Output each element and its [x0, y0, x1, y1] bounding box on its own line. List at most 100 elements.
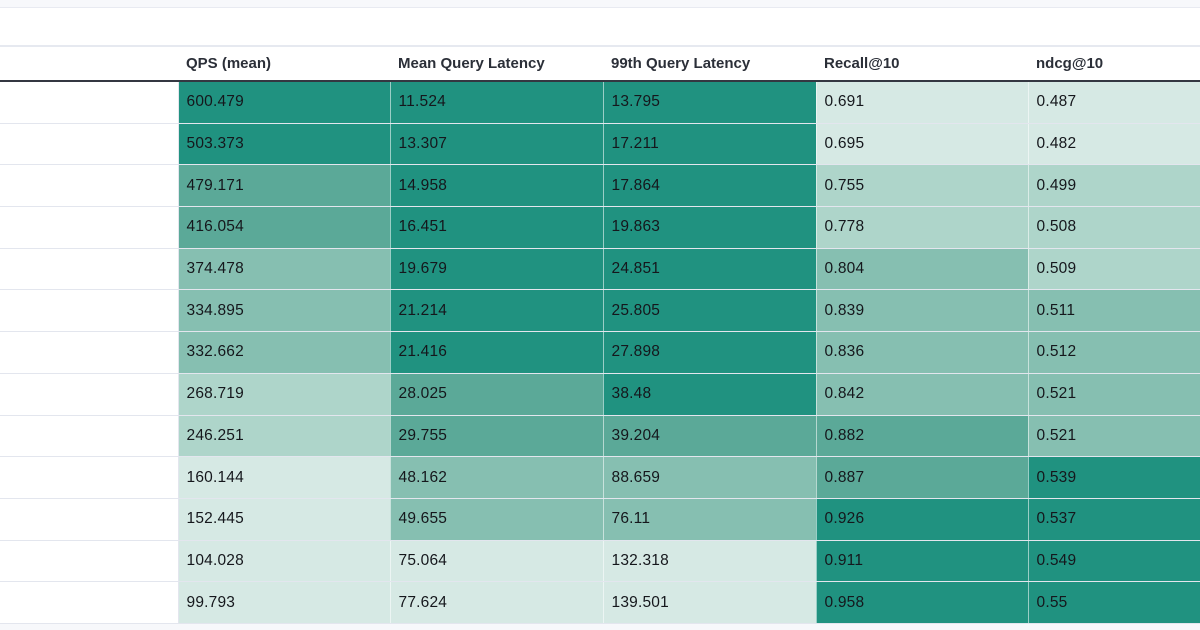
recall-cell: 0.691: [816, 81, 1029, 124]
column-header-99th-query-latency[interactable]: 99th Query Latency: [603, 47, 816, 82]
ndcg-cell: 0.499: [1028, 164, 1200, 208]
mean-latency-cell: 21.416: [390, 331, 604, 374]
column-header-recall-at-10[interactable]: Recall@10: [816, 47, 1028, 82]
qps-mean-cell: 246.251: [178, 415, 391, 458]
column-header-qps-mean[interactable]: QPS (mean): [178, 47, 390, 82]
table-row: 104.028 75.064 132.318 0.911 0.549: [0, 540, 1200, 583]
ndcg-cell: 0.482: [1028, 123, 1200, 166]
ndcg-cell: 0.521: [1028, 415, 1200, 458]
qps-mean-cell: 374.478: [178, 248, 391, 291]
table-row: 416.054 16.451 19.863 0.778 0.508: [0, 206, 1200, 249]
mean-latency-cell: 11.524: [390, 81, 604, 124]
qps-mean-cell: 268.719: [178, 373, 391, 416]
ndcg-cell: 0.539: [1028, 456, 1200, 499]
recall-cell: 0.882: [816, 415, 1029, 458]
recall-cell: 0.755: [816, 164, 1029, 208]
ndcg-cell: 0.521: [1028, 373, 1200, 416]
row-label-cell: [0, 331, 179, 374]
qps-mean-cell: 152.445: [178, 498, 391, 541]
row-label-cell: [0, 581, 179, 624]
p99-latency-cell: 17.211: [603, 123, 817, 166]
p99-latency-cell: 38.48: [603, 373, 817, 416]
row-label-cell: [0, 206, 179, 249]
row-label-cell: [0, 81, 179, 124]
recall-cell: 0.958: [816, 581, 1029, 624]
p99-latency-cell: 27.898: [603, 331, 817, 374]
recall-cell: 0.839: [816, 289, 1029, 333]
p99-latency-cell: 39.204: [603, 415, 817, 458]
table-row: 160.144 48.162 88.659 0.887 0.539: [0, 456, 1200, 499]
mean-latency-cell: 77.624: [390, 581, 604, 624]
qps-mean-cell: 160.144: [178, 456, 391, 499]
p99-latency-cell: 88.659: [603, 456, 817, 499]
mean-latency-cell: 13.307: [390, 123, 604, 166]
ndcg-cell: 0.549: [1028, 540, 1200, 583]
benchmark-heatmap-table: QPS (mean) Mean Query Latency 99th Query…: [0, 47, 1200, 624]
table-row: 99.793 77.624 139.501 0.958 0.55: [0, 581, 1200, 624]
column-header-name[interactable]: [0, 47, 178, 82]
mean-latency-cell: 49.655: [390, 498, 604, 541]
table-row: 334.895 21.214 25.805 0.839 0.511: [0, 289, 1200, 333]
ndcg-cell: 0.511: [1028, 289, 1200, 333]
recall-cell: 0.887: [816, 456, 1029, 499]
qps-mean-cell: 332.662: [178, 331, 391, 374]
row-label-cell: [0, 456, 179, 499]
qps-mean-cell: 104.028: [178, 540, 391, 583]
mean-latency-cell: 28.025: [390, 373, 604, 416]
row-label-cell: [0, 289, 179, 333]
qps-mean-cell: 503.373: [178, 123, 391, 166]
row-label-cell: [0, 248, 179, 291]
ndcg-cell: 0.512: [1028, 331, 1200, 374]
p99-latency-cell: 25.805: [603, 289, 817, 333]
mean-latency-cell: 48.162: [390, 456, 604, 499]
qps-mean-cell: 479.171: [178, 164, 391, 208]
column-header-mean-query-latency[interactable]: Mean Query Latency: [390, 47, 603, 82]
row-label-cell: [0, 164, 179, 208]
table-row: 152.445 49.655 76.11 0.926 0.537: [0, 498, 1200, 541]
mean-latency-cell: 14.958: [390, 164, 604, 208]
recall-cell: 0.778: [816, 206, 1029, 249]
table-row: 374.478 19.679 24.851 0.804 0.509: [0, 248, 1200, 291]
table-row: 600.479 11.524 13.795 0.691 0.487: [0, 81, 1200, 124]
row-label-cell: [0, 540, 179, 583]
row-label-cell: [0, 498, 179, 541]
recall-cell: 0.911: [816, 540, 1029, 583]
qps-mean-cell: 600.479: [178, 81, 391, 124]
ndcg-cell: 0.55: [1028, 581, 1200, 624]
table-row: 503.373 13.307 17.211 0.695 0.482: [0, 123, 1200, 166]
p99-latency-cell: 139.501: [603, 581, 817, 624]
table-row: 332.662 21.416 27.898 0.836 0.512: [0, 331, 1200, 374]
qps-mean-cell: 416.054: [178, 206, 391, 249]
p99-latency-cell: 19.863: [603, 206, 817, 249]
qps-mean-cell: 99.793: [178, 581, 391, 624]
table-row: 268.719 28.025 38.48 0.842 0.521: [0, 373, 1200, 416]
qps-mean-cell: 334.895: [178, 289, 391, 333]
header-row: QPS (mean) Mean Query Latency 99th Query…: [0, 47, 1200, 82]
recall-cell: 0.695: [816, 123, 1029, 166]
mean-latency-cell: 29.755: [390, 415, 604, 458]
mean-latency-cell: 16.451: [390, 206, 604, 249]
recall-cell: 0.842: [816, 373, 1029, 416]
mean-latency-cell: 21.214: [390, 289, 604, 333]
row-label-cell: [0, 415, 179, 458]
ndcg-cell: 0.509: [1028, 248, 1200, 291]
row-label-cell: [0, 373, 179, 416]
recall-cell: 0.836: [816, 331, 1029, 374]
results-panel: QPS (mean) Mean Query Latency 99th Query…: [0, 7, 1200, 624]
ndcg-cell: 0.487: [1028, 81, 1200, 124]
ndcg-cell: 0.508: [1028, 206, 1200, 249]
mean-latency-cell: 19.679: [390, 248, 604, 291]
p99-latency-cell: 24.851: [603, 248, 817, 291]
panel-toolbar: [0, 8, 1200, 47]
p99-latency-cell: 13.795: [603, 81, 817, 124]
p99-latency-cell: 132.318: [603, 540, 817, 583]
table-row: 246.251 29.755 39.204 0.882 0.521: [0, 415, 1200, 458]
mean-latency-cell: 75.064: [390, 540, 604, 583]
table-row: 479.171 14.958 17.864 0.755 0.499: [0, 164, 1200, 208]
p99-latency-cell: 17.864: [603, 164, 817, 208]
recall-cell: 0.804: [816, 248, 1029, 291]
row-label-cell: [0, 123, 179, 166]
p99-latency-cell: 76.11: [603, 498, 817, 541]
column-header-ndcg-at-10[interactable]: ndcg@10: [1028, 47, 1200, 82]
recall-cell: 0.926: [816, 498, 1029, 541]
